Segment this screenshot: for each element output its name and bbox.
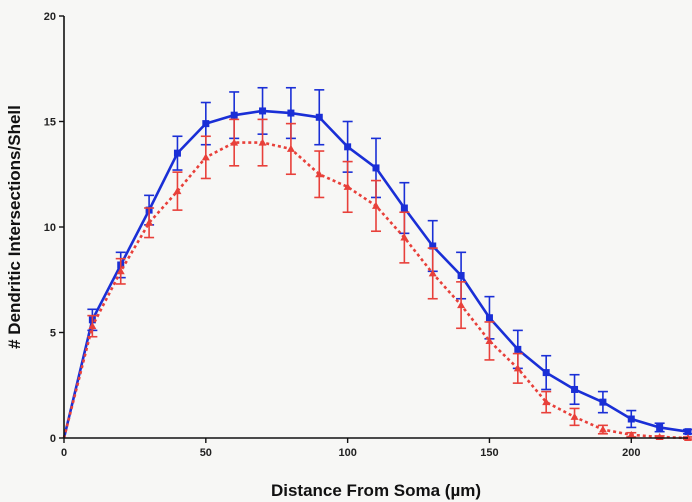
data-point [286, 144, 295, 152]
data-point [513, 364, 522, 372]
data-point [485, 314, 493, 322]
data-point [400, 204, 408, 212]
data-point [656, 423, 664, 431]
data-point [230, 138, 239, 146]
data-point [457, 272, 465, 280]
data-point [571, 385, 579, 393]
data-point [372, 164, 380, 172]
x-tick-label: 150 [480, 447, 498, 459]
data-point [598, 425, 607, 433]
data-point [116, 267, 125, 275]
data-point [542, 398, 551, 406]
y-tick-label: 15 [44, 117, 56, 129]
y-tick-label: 5 [50, 328, 56, 340]
x-tick-label: 200 [622, 447, 640, 459]
data-point [684, 428, 692, 436]
data-point [457, 301, 466, 309]
data-point [173, 149, 181, 157]
data-point [258, 138, 267, 146]
plot-area [62, 86, 692, 441]
series-2 [62, 118, 692, 441]
data-point [230, 111, 238, 119]
data-point [428, 269, 437, 277]
y-tick-label: 20 [44, 11, 56, 23]
y-ticks: 0 5 10 15 20 [44, 11, 64, 445]
data-point [88, 322, 97, 330]
data-point [287, 109, 295, 117]
data-point [315, 113, 323, 121]
data-point [400, 233, 409, 241]
x-tick-label: 50 [200, 447, 212, 459]
y-axis-label: # Dendritic Intersections/Shell [5, 105, 24, 349]
data-point [259, 107, 267, 115]
data-point [429, 242, 437, 250]
x-ticks: 0 50 100 150 200 [61, 438, 640, 459]
x-tick-label: 0 [61, 447, 67, 459]
data-point [202, 120, 210, 128]
data-point [570, 412, 579, 420]
data-point [542, 369, 550, 377]
data-point [201, 153, 210, 161]
data-point [599, 398, 607, 406]
y-tick-label: 10 [44, 222, 56, 234]
data-point [514, 345, 522, 353]
x-tick-label: 100 [338, 447, 356, 459]
data-point [485, 336, 494, 344]
series-1 [62, 86, 692, 439]
data-point [315, 170, 324, 178]
data-point [372, 201, 380, 209]
data-point [343, 182, 352, 190]
data-point [145, 218, 154, 226]
data-point [627, 415, 635, 423]
y-tick-label: 0 [50, 433, 56, 445]
x-axis-label: Distance From Soma (µm) [271, 481, 481, 500]
data-point [627, 430, 636, 438]
data-point [173, 187, 182, 195]
data-point [344, 143, 352, 151]
